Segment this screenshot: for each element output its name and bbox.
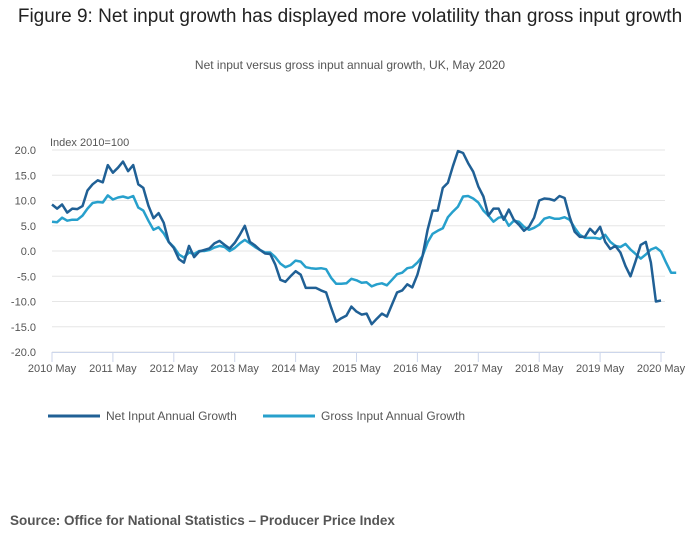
legend-label-net[interactable]: Net Input Annual Growth (106, 409, 237, 423)
chart-title: Figure 9: Net input growth has displayed… (17, 6, 683, 27)
y-axis-label: Index 2010=100 (50, 137, 129, 149)
series-lines (51, 149, 677, 326)
y-tick-label: -15.0 (11, 322, 36, 334)
y-tick-label: -5.0 (17, 271, 36, 283)
y-axis: 20.0 15.0 10.0 5.0 0.0 -5.0 -10.0 -15.0 -20.0 (11, 145, 36, 359)
source-note: Source: Office for National Statistics –… (10, 513, 395, 528)
x-tick-label: 2019 May (576, 363, 625, 375)
gross-input-line[interactable] (51, 194, 677, 288)
y-tick-label: 20.0 (15, 145, 36, 157)
y-tick-label: 10.0 (15, 196, 36, 208)
x-tick-label: 2016 May (393, 363, 442, 375)
x-tick-label: 2010 May (28, 363, 77, 375)
x-tick-label: 2020 May (637, 363, 686, 375)
x-tick-label: 2011 May (89, 363, 137, 375)
x-tick-label: 2015 May (332, 363, 381, 375)
y-tick-label: 5.0 (21, 221, 36, 233)
net-input-line[interactable] (51, 149, 662, 326)
y-tick-label: 15.0 (15, 170, 36, 182)
x-tick-label: 2014 May (271, 363, 320, 375)
x-tick-label: 2012 May (150, 363, 199, 375)
y-tick-label: -10.0 (11, 297, 36, 309)
x-tick-label: 2017 May (454, 363, 503, 375)
x-tick-label: 2013 May (211, 363, 260, 375)
chart-subtitle: Net input versus gross input annual grow… (194, 58, 506, 72)
legend-label-gross[interactable]: Gross Input Annual Growth (321, 409, 465, 423)
x-tick-label: 2018 May (515, 363, 564, 375)
x-axis: 2010 May 2011 May 2012 May 2013 May 2014 May… (28, 352, 686, 375)
y-tick-label: 0.0 (21, 246, 36, 258)
y-tick-label: -20.0 (11, 347, 36, 359)
legend: Net Input Annual Growth Gross Input Annu… (48, 409, 465, 423)
gridlines (52, 149, 665, 353)
